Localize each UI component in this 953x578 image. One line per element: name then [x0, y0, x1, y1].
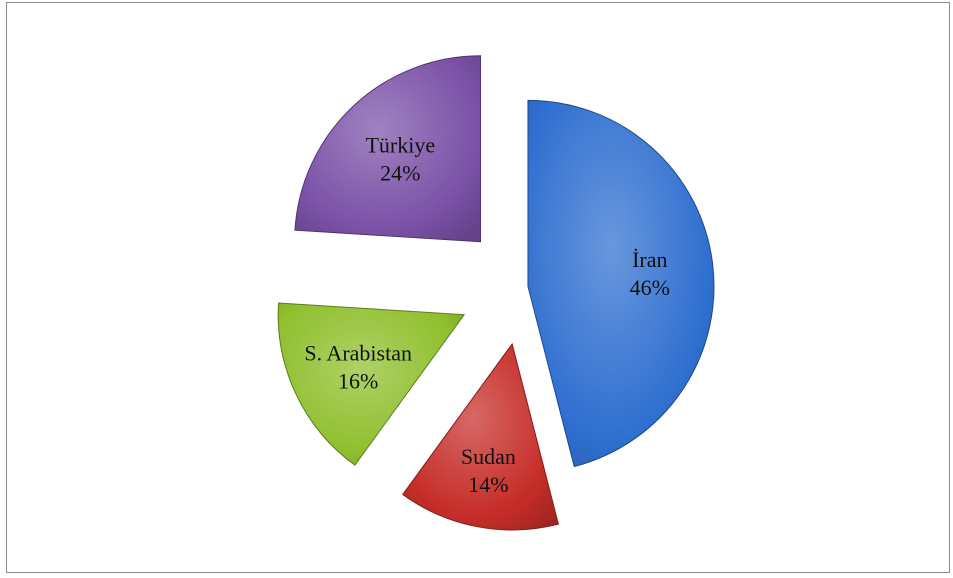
slice-label-4: Türkiye [365, 132, 435, 157]
slice-value-label-2: 14% [468, 472, 508, 497]
slice-value-label-3: 16% [338, 369, 378, 394]
pie-slice-2 [402, 342, 559, 531]
slice-label-1: İran [632, 247, 667, 272]
slice-value-label-4: 24% [380, 160, 420, 185]
slice-value-label-1: 46% [630, 275, 670, 300]
pie-slice-3 [277, 302, 466, 466]
pie-slice-4 [294, 55, 482, 243]
pie-slice-1 [527, 99, 715, 468]
slice-label-2: Sudan [461, 444, 516, 469]
slice-label-3: S. Arabistan [304, 341, 412, 366]
